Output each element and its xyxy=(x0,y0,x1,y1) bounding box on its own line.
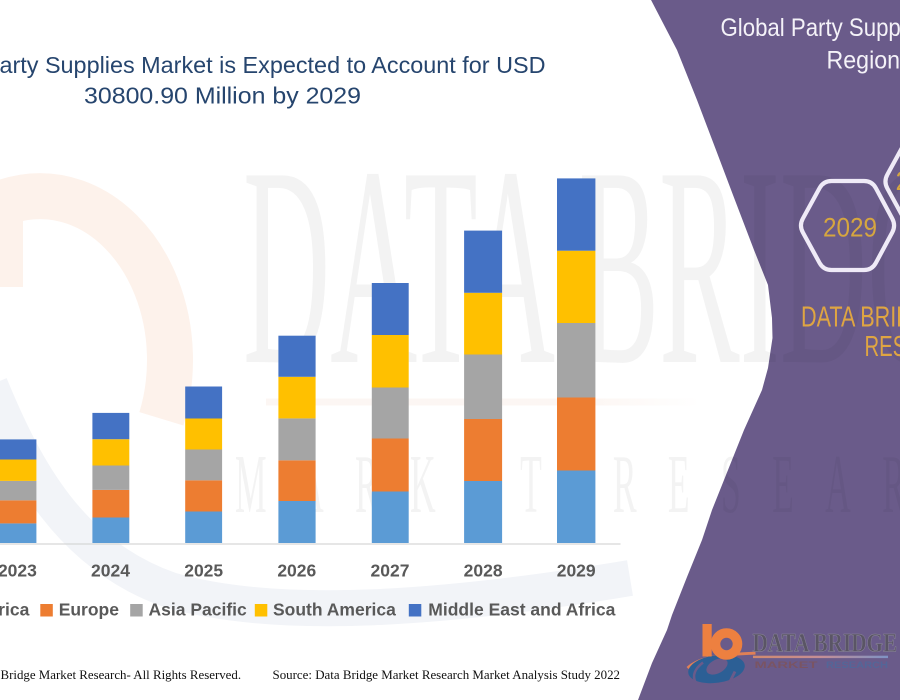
svg-text:South America: South America xyxy=(273,600,396,620)
svg-text:2028: 2028 xyxy=(464,561,503,581)
svg-text:2024: 2024 xyxy=(91,561,130,581)
svg-text:Source: Data Bridge Market Res: Source: Data Bridge Market Research Mark… xyxy=(273,668,621,682)
svg-text:2027: 2027 xyxy=(371,561,410,581)
svg-text:2029: 2029 xyxy=(557,561,596,581)
svg-text:Global Party Supplies Market: Global Party Supplies Market xyxy=(721,14,900,42)
svg-text:Regional: Regional xyxy=(827,46,900,74)
svg-text:2023: 2023 xyxy=(0,561,37,581)
svg-text:RESEARCH: RESEARCH xyxy=(865,331,900,363)
svg-text:MARKET: MARKET xyxy=(755,660,818,671)
svg-text:Bridge Market Research- All Ri: Bridge Market Research- All Rights Reser… xyxy=(1,668,242,682)
svg-text:DATA BRIDGE: DATA BRIDGE xyxy=(753,629,898,658)
svg-text:North America: North America xyxy=(0,600,30,620)
svg-text:Asia Pacific: Asia Pacific xyxy=(149,600,248,620)
svg-text:2029: 2029 xyxy=(823,213,877,243)
svg-text:Europe: Europe xyxy=(59,600,120,620)
svg-text:Middle East and Africa: Middle East and Africa xyxy=(428,600,615,620)
svg-text:DATA BRIDGE: DATA BRIDGE xyxy=(801,301,900,333)
svg-text:30800.90 Million by 2029: 30800.90 Million by 2029 xyxy=(84,82,361,108)
svg-text:RESEARCH: RESEARCH xyxy=(826,660,888,671)
svg-text:Party Supplies Market is Expec: Party Supplies Market is Expected to Acc… xyxy=(0,52,546,78)
svg-text:2: 2 xyxy=(896,166,900,196)
svg-text:2026: 2026 xyxy=(277,561,316,581)
svg-text:2025: 2025 xyxy=(184,561,223,581)
